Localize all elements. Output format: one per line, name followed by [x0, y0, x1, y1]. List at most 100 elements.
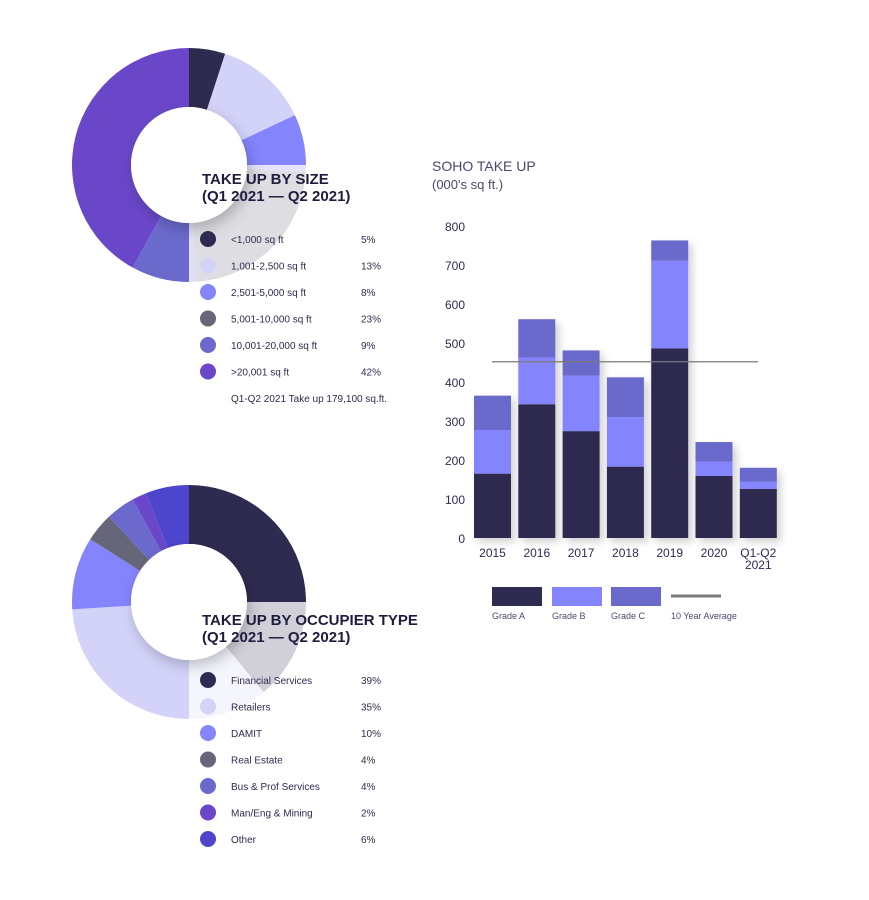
bar-segment-grade-a: [474, 473, 511, 538]
legend-swatch: [200, 284, 216, 300]
legend-item: Other 6%: [200, 831, 376, 847]
legend-item: Financial Services 39%: [200, 672, 381, 688]
legend-swatch: [200, 231, 216, 247]
legend-value: 39%: [361, 676, 381, 687]
legend-value: 10%: [361, 729, 381, 740]
legend-label: >20,001 sq ft: [231, 368, 289, 379]
donut-slice: [108, 499, 162, 560]
legend-label: 1,001-2,500 sq ft: [231, 262, 306, 273]
donut-slice: [132, 493, 168, 552]
bar-segment-grade-c: [739, 467, 777, 482]
size-donut-chart: [71, 48, 439, 425]
bar-segment-grade-a: [739, 488, 777, 538]
occupier-chart-title: TAKE UP BY OCCUPIER TYPE: [202, 612, 418, 629]
bar-stack: [739, 467, 777, 538]
legend-value: 42%: [361, 368, 381, 379]
legend-item: 10,001-20,000 sq ft 9%: [200, 337, 376, 353]
legend-item: >20,001 sq ft 42%: [200, 363, 381, 380]
legend-swatch: [200, 804, 216, 821]
legend-panel: [189, 165, 439, 425]
x-tick-label: 2017: [568, 546, 595, 560]
y-tick-label: 500: [445, 337, 465, 351]
size-chart-subtitle: (Q1 2021 — Q2 2021): [202, 188, 350, 205]
legend-label: Grade C: [611, 611, 646, 621]
bar-segment-grade-a: [695, 475, 733, 538]
legend-swatch: [200, 672, 216, 688]
y-tick-label: 0: [458, 532, 465, 546]
legend-value: 23%: [361, 315, 381, 326]
donut-slice: [90, 516, 150, 571]
legend-swatch: [200, 257, 216, 274]
soho-take-up-bar-chart: 0 100 200 300 400 500 600 700 800 2015 2016 2017 201…: [445, 220, 777, 621]
legend-value: 4%: [361, 782, 376, 793]
legend-label: Real Estate: [231, 756, 283, 767]
size-legend: <1,000 sq ft 5% 1,001-2,500 sq ft 13% 2,501-…: [200, 231, 381, 380]
x-tick-label: 2018: [612, 546, 639, 560]
y-tick-label: 100: [445, 493, 465, 507]
bar-legend-item: Grade C: [611, 587, 661, 621]
bar-segment-grade-c: [518, 319, 556, 358]
y-tick-label: 600: [445, 298, 465, 312]
legend-value: 13%: [361, 262, 381, 273]
bar-stack: [518, 319, 556, 538]
legend-label: Grade B: [552, 611, 586, 621]
donut-slice: [145, 485, 189, 549]
y-tick-label: 300: [445, 415, 465, 429]
legend-label: Grade A: [492, 611, 525, 621]
occupier-chart-subtitle: (Q1 2021 — Q2 2021): [202, 629, 350, 646]
y-tick-label: 400: [445, 376, 465, 390]
legend-swatch: [492, 587, 542, 606]
legend-swatch: [200, 698, 216, 715]
legend-label: DAMIT: [231, 729, 262, 740]
occupier-donut-chart: [72, 485, 439, 862]
bar-segment-grade-a: [518, 404, 556, 538]
legend-swatch: [200, 337, 216, 353]
legend-item: <1,000 sq ft 5%: [200, 231, 376, 247]
legend-label: Other: [231, 835, 257, 846]
legend-swatch: [200, 363, 216, 380]
legend-value: 9%: [361, 341, 376, 352]
legend-value: 8%: [361, 288, 376, 299]
legend-swatch: [552, 587, 602, 606]
legend-swatch: [200, 310, 216, 327]
bar-chart-title: SOHO TAKE UP: [432, 158, 536, 174]
legend-value: 35%: [361, 703, 381, 714]
legend-item: Retailers 35%: [200, 698, 381, 715]
legend-panel: [189, 602, 439, 862]
donut-slice: [132, 215, 197, 282]
y-tick-label: 800: [445, 220, 465, 234]
occupier-legend: Financial Services 39% Retailers 35% DAMIT 10…: [200, 672, 381, 847]
size-chart-title: TAKE UP BY SIZE: [202, 171, 329, 188]
bar-segment-grade-b: [474, 429, 511, 474]
legend-swatch: [611, 587, 661, 606]
donut-slice: [72, 539, 141, 610]
donut-hole: [131, 544, 247, 660]
donut-slice: [241, 115, 307, 173]
legend-swatch: [200, 831, 216, 847]
legend-item: 2,501-5,000 sq ft 8%: [200, 284, 376, 300]
legend-item: 1,001-2,500 sq ft 13%: [200, 257, 381, 274]
bar-segment-grade-b: [562, 375, 600, 432]
bar-segment-grade-c: [606, 377, 644, 418]
bar-stack: [606, 377, 644, 538]
x-tick-label: 2019: [656, 546, 683, 560]
donut-slice: [206, 53, 295, 141]
legend-value: 4%: [361, 756, 376, 767]
bar-stack: [651, 240, 689, 538]
bar-segment-grade-c: [474, 395, 511, 430]
bar-stack: [562, 350, 600, 538]
x-tick-line: 2021: [745, 558, 772, 572]
bar-segment-grade-b: [739, 481, 777, 489]
x-tick-line: Q1-Q2: [740, 546, 776, 560]
bar-segment-grade-a: [562, 431, 600, 538]
y-tick-label: 200: [445, 454, 465, 468]
bar-segment-grade-b: [518, 357, 556, 405]
legend-label: 10 Year Average: [671, 611, 737, 621]
bar-segment-grade-c: [651, 240, 689, 261]
donut-slice: [189, 48, 226, 110]
legend-label: Man/Eng & Mining: [231, 809, 313, 820]
legend-swatch: [200, 778, 216, 794]
bar-stack: [474, 395, 511, 538]
